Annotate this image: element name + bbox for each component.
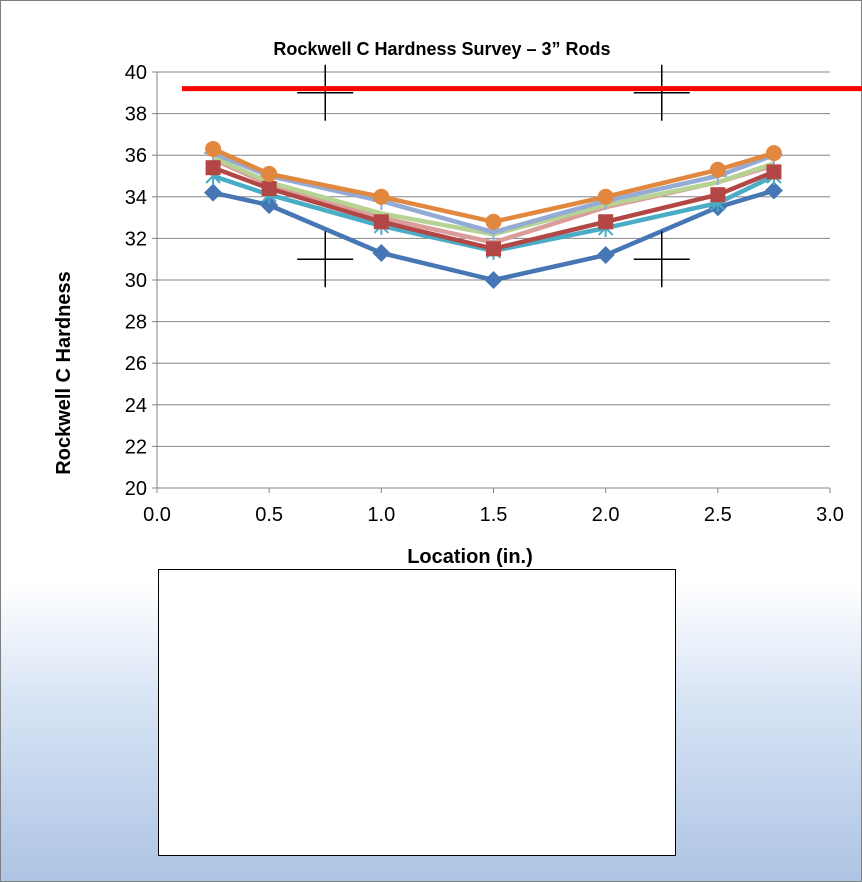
y-tick-label: 28 bbox=[125, 312, 147, 334]
y-tick-label: 20 bbox=[125, 478, 147, 500]
data-point bbox=[204, 184, 222, 202]
y-tick-label: 34 bbox=[125, 187, 147, 209]
y-tick-label: 22 bbox=[125, 436, 147, 458]
legend bbox=[158, 569, 676, 856]
data-point bbox=[766, 145, 782, 161]
data-point bbox=[485, 271, 503, 289]
astm-cross bbox=[634, 65, 690, 121]
data-point bbox=[374, 214, 389, 229]
data-point bbox=[261, 166, 277, 182]
y-tick-label: 30 bbox=[125, 270, 147, 292]
y-tick-label: 32 bbox=[125, 228, 147, 250]
y-axis-title: Rockwell C Hardness bbox=[53, 271, 75, 474]
data-point bbox=[598, 189, 614, 205]
data-point bbox=[597, 246, 615, 264]
data-point bbox=[262, 181, 277, 196]
x-tick-label: 0.5 bbox=[255, 504, 283, 526]
x-tick-label: 1.0 bbox=[367, 504, 395, 526]
y-tick-label: 26 bbox=[125, 353, 147, 375]
x-axis-title: Location (in.) bbox=[407, 546, 533, 568]
y-tick-label: 40 bbox=[125, 62, 147, 84]
data-point bbox=[372, 244, 390, 262]
data-point bbox=[486, 241, 501, 256]
data-point bbox=[206, 160, 221, 175]
astm-cross bbox=[297, 65, 353, 121]
data-point bbox=[710, 187, 725, 202]
y-tick-label: 38 bbox=[125, 104, 147, 126]
x-tick-label: 2.5 bbox=[704, 504, 732, 526]
x-tick-label: 1.5 bbox=[480, 504, 508, 526]
y-tick-label: 36 bbox=[125, 145, 147, 167]
chart-title: Rockwell C Hardness Survey – 3” Rods bbox=[273, 39, 610, 59]
data-point bbox=[486, 214, 502, 230]
data-point bbox=[598, 214, 613, 229]
y-tick-label: 24 bbox=[125, 395, 147, 417]
x-tick-label: 3.0 bbox=[816, 504, 844, 526]
data-point bbox=[205, 141, 221, 157]
x-tick-label: 2.0 bbox=[592, 504, 620, 526]
data-point bbox=[710, 162, 726, 178]
x-tick-label: 0.0 bbox=[143, 504, 171, 526]
data-point bbox=[373, 189, 389, 205]
data-point bbox=[766, 164, 781, 179]
